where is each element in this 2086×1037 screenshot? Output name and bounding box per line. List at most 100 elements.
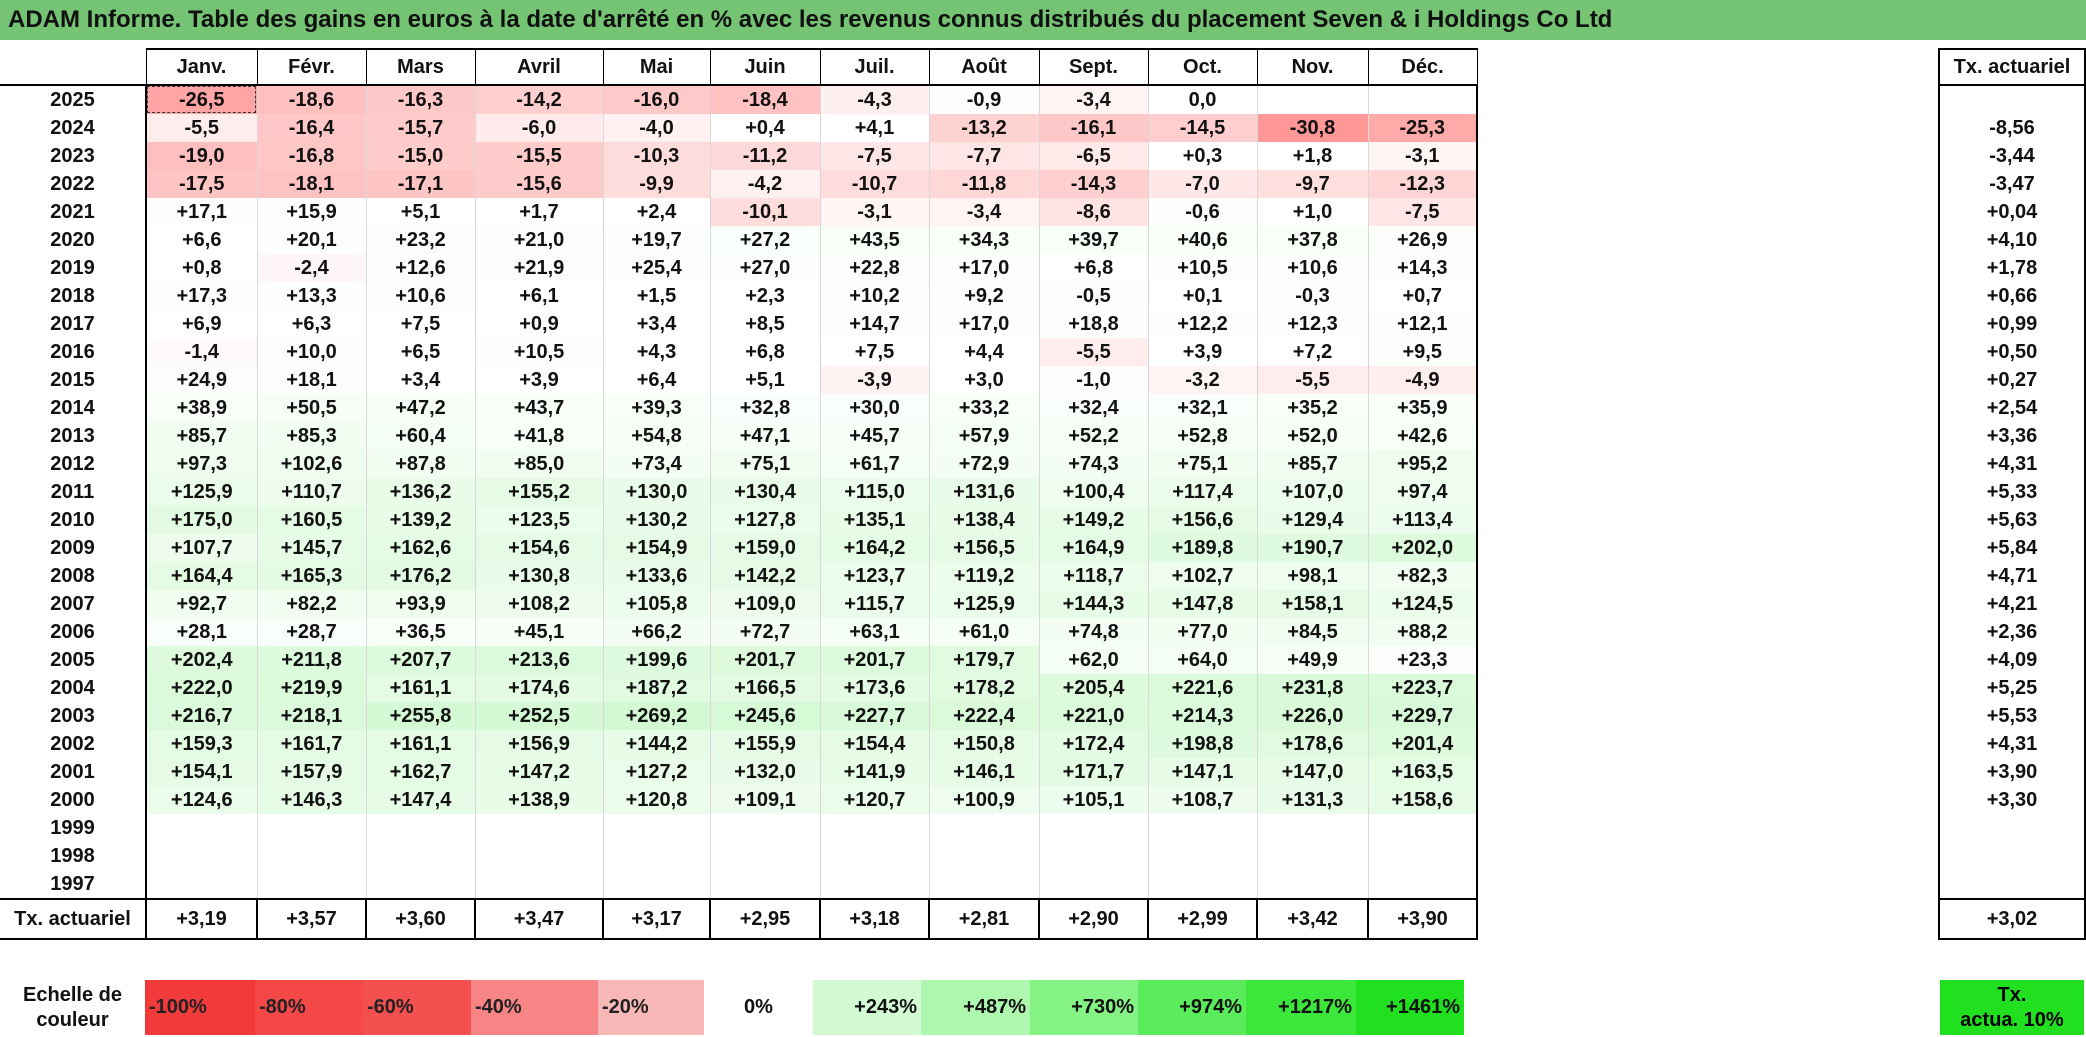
gain-cell [1367, 814, 1478, 842]
month-rate-cell: +3,19 [145, 898, 258, 940]
gain-cell [365, 814, 476, 842]
gain-cell: +155,9 [709, 730, 821, 758]
gain-cell: +123,5 [474, 506, 604, 534]
gain-cell: -5,5 [145, 114, 258, 142]
gain-cell: +201,7 [819, 646, 930, 674]
gain-cell: +26,9 [1367, 226, 1478, 254]
year-rate-cell: +0,27 [1938, 366, 2086, 394]
gain-cell: +77,0 [1147, 618, 1258, 646]
gain-cell: +109,1 [709, 786, 821, 814]
gain-cell: +4,3 [602, 338, 711, 366]
gain-cell: +146,3 [256, 786, 367, 814]
gain-cell: +93,9 [365, 590, 476, 618]
gain-cell: +3,4 [365, 366, 476, 394]
gain-cell: -15,5 [474, 142, 604, 170]
gain-cell: +97,4 [1367, 478, 1478, 506]
gain-cell: +178,2 [928, 674, 1040, 702]
gain-cell: +88,2 [1367, 618, 1478, 646]
gain-cell: +201,7 [709, 646, 821, 674]
gain-cell: +136,2 [365, 478, 476, 506]
gain-cell: +213,6 [474, 646, 604, 674]
gain-cell: +62,0 [1038, 646, 1149, 674]
gain-cell: +216,7 [145, 702, 258, 730]
gain-cell: +75,1 [709, 450, 821, 478]
gain-cell: -3,9 [819, 366, 930, 394]
side-header: Tx. actuariel [1938, 48, 2086, 86]
gain-cell: -0,6 [1147, 198, 1258, 226]
gain-cell: -15,7 [365, 114, 476, 142]
color-scale-step: +243% [813, 980, 921, 1035]
gain-cell: -14,3 [1038, 170, 1149, 198]
gain-cell: -14,5 [1147, 114, 1258, 142]
month-rate-cell: +2,81 [928, 898, 1040, 940]
year-rate-cell: +3,90 [1938, 758, 2086, 786]
gain-cell: +85,7 [1256, 450, 1369, 478]
gain-cell [1147, 870, 1258, 900]
gain-cell: +9,5 [1367, 338, 1478, 366]
gain-cell: +52,8 [1147, 422, 1258, 450]
gain-cell: +12,1 [1367, 310, 1478, 338]
gain-cell: -16,3 [365, 85, 476, 114]
gain-cell: +14,3 [1367, 254, 1478, 282]
gain-cell: +154,9 [602, 534, 711, 562]
gain-cell: +222,4 [928, 702, 1040, 730]
gain-cell: +172,4 [1038, 730, 1149, 758]
color-scale-step: +730% [1030, 980, 1138, 1035]
year-label: 2024 [0, 114, 147, 142]
gain-cell: -0,3 [1256, 282, 1369, 310]
gain-cell: +179,7 [928, 646, 1040, 674]
gain-cell: -1,4 [145, 338, 258, 366]
gain-cell: +66,2 [602, 618, 711, 646]
gain-cell: +214,3 [1147, 702, 1258, 730]
gain-cell: +6,4 [602, 366, 711, 394]
gain-cell: +127,8 [709, 506, 821, 534]
gain-cell: +154,4 [819, 730, 930, 758]
gain-cell: +32,8 [709, 394, 821, 422]
gain-cell: +17,1 [145, 198, 258, 226]
year-rate-cell: -3,47 [1938, 170, 2086, 198]
month-rate-cell: +2,90 [1038, 898, 1149, 940]
gain-cell: -4,0 [602, 114, 711, 142]
gain-cell: -4,2 [709, 170, 821, 198]
year-rate-cell: +5,84 [1938, 534, 2086, 562]
gain-cell: -25,3 [1367, 114, 1478, 142]
gain-cell [365, 870, 476, 900]
gain-cell: +255,8 [365, 702, 476, 730]
gain-cell: +10,5 [474, 338, 604, 366]
gain-cell: +107,0 [1256, 478, 1369, 506]
gain-cell: +108,2 [474, 590, 604, 618]
gain-cell: +5,1 [709, 366, 821, 394]
color-scale-legend: Echelle de couleur -100% -80% -60% -40% -20%… [0, 980, 1464, 1035]
year-label: 2015 [0, 366, 147, 394]
gain-cell [145, 842, 258, 870]
gain-cell: +54,8 [602, 422, 711, 450]
gain-cell: +0,9 [474, 310, 604, 338]
gain-cell: -5,5 [1256, 366, 1369, 394]
year-rate-cell: +5,63 [1938, 506, 2086, 534]
year-label: 1999 [0, 814, 147, 842]
gain-cell: +74,3 [1038, 450, 1149, 478]
gain-cell: +17,0 [928, 254, 1040, 282]
gain-cell [1038, 842, 1149, 870]
gain-cell: -18,6 [256, 85, 367, 114]
gain-cell: +223,7 [1367, 674, 1478, 702]
year-label: 1998 [0, 842, 147, 870]
gain-cell: +135,1 [819, 506, 930, 534]
gain-cell: +6,8 [1038, 254, 1149, 282]
gain-cell [474, 870, 604, 900]
year-rate-cell [1938, 842, 2086, 870]
gain-cell: +0,3 [1147, 142, 1258, 170]
gain-cell: +142,2 [709, 562, 821, 590]
gain-cell: +4,4 [928, 338, 1040, 366]
month-header-7: Août [928, 48, 1040, 86]
gain-cell: +17,0 [928, 310, 1040, 338]
gain-cell: +40,6 [1147, 226, 1258, 254]
gain-cell: +199,6 [602, 646, 711, 674]
color-scale-step: 0% [704, 980, 813, 1035]
gain-cell [474, 814, 604, 842]
gain-cell: +73,4 [602, 450, 711, 478]
gain-cell: -3,2 [1147, 366, 1258, 394]
gain-cell: +82,2 [256, 590, 367, 618]
gain-cell: +3,4 [602, 310, 711, 338]
gain-cell: -11,8 [928, 170, 1040, 198]
